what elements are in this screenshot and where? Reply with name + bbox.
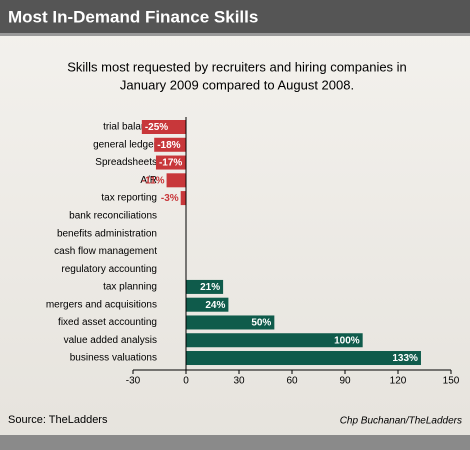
y-tick-label: mergers and acquisitions: [46, 299, 157, 310]
value-label: 133%: [392, 353, 418, 364]
x-tick-label: 90: [339, 376, 351, 387]
value-label: 21%: [200, 282, 220, 293]
bar: [155, 155, 186, 170]
bar: [166, 173, 186, 188]
y-tick-label: fixed asset accounting: [58, 317, 157, 328]
bar: [141, 120, 186, 134]
y-tick-label: regulatory accounting: [61, 264, 157, 275]
x-tick-label: 60: [286, 376, 298, 387]
y-tick-label: tax planning: [103, 282, 157, 293]
y-tick-label: business valuations: [70, 353, 157, 364]
y-tick-label: Spreadsheets: [95, 157, 157, 168]
y-tick-label: cash flow management: [54, 246, 157, 257]
value-label: -11%: [142, 175, 165, 186]
source: Source: TheLadders: [8, 414, 108, 426]
bar: [186, 333, 363, 348]
subtitle: January 2009 compared to August 2008.: [120, 77, 354, 92]
value-label: -3%: [161, 193, 179, 204]
header-rule: [0, 33, 470, 36]
x-tick-label: 0: [183, 376, 189, 387]
header-bar: [0, 0, 470, 36]
bar: [186, 351, 421, 366]
y-tick-label: tax reporting: [101, 193, 157, 204]
y-tick-label: value added analysis: [64, 335, 157, 346]
value-label: -25%: [145, 122, 168, 133]
footer-bar: [0, 435, 470, 450]
y-tick-label: benefits administration: [57, 228, 157, 239]
x-tick-label: 30: [233, 376, 245, 387]
bar: [186, 297, 229, 312]
chart-title: Most In-Demand Finance Skills: [8, 7, 258, 26]
y-tick-label: bank reconciliations: [69, 210, 157, 221]
y-tick-label: trial balance: [103, 122, 157, 133]
bar: [180, 191, 186, 206]
value-label: 100%: [334, 335, 360, 346]
value-label: -17%: [159, 158, 182, 169]
x-tick-label: -30: [126, 376, 141, 387]
value-label: 24%: [205, 300, 225, 311]
subtitle: Skills most requested by recruiters and …: [67, 59, 407, 74]
bar: [186, 315, 275, 330]
x-tick-label: 120: [390, 376, 407, 387]
credit: Chp Buchanan/TheLadders: [340, 416, 462, 427]
bar: [186, 279, 224, 294]
value-label: 50%: [251, 318, 271, 329]
x-tick-label: 150: [443, 376, 460, 387]
y-tick-label: general ledger: [93, 139, 158, 150]
bar: [154, 137, 186, 152]
y-tick-label: A/R: [140, 175, 157, 186]
value-label: -18%: [157, 140, 180, 151]
